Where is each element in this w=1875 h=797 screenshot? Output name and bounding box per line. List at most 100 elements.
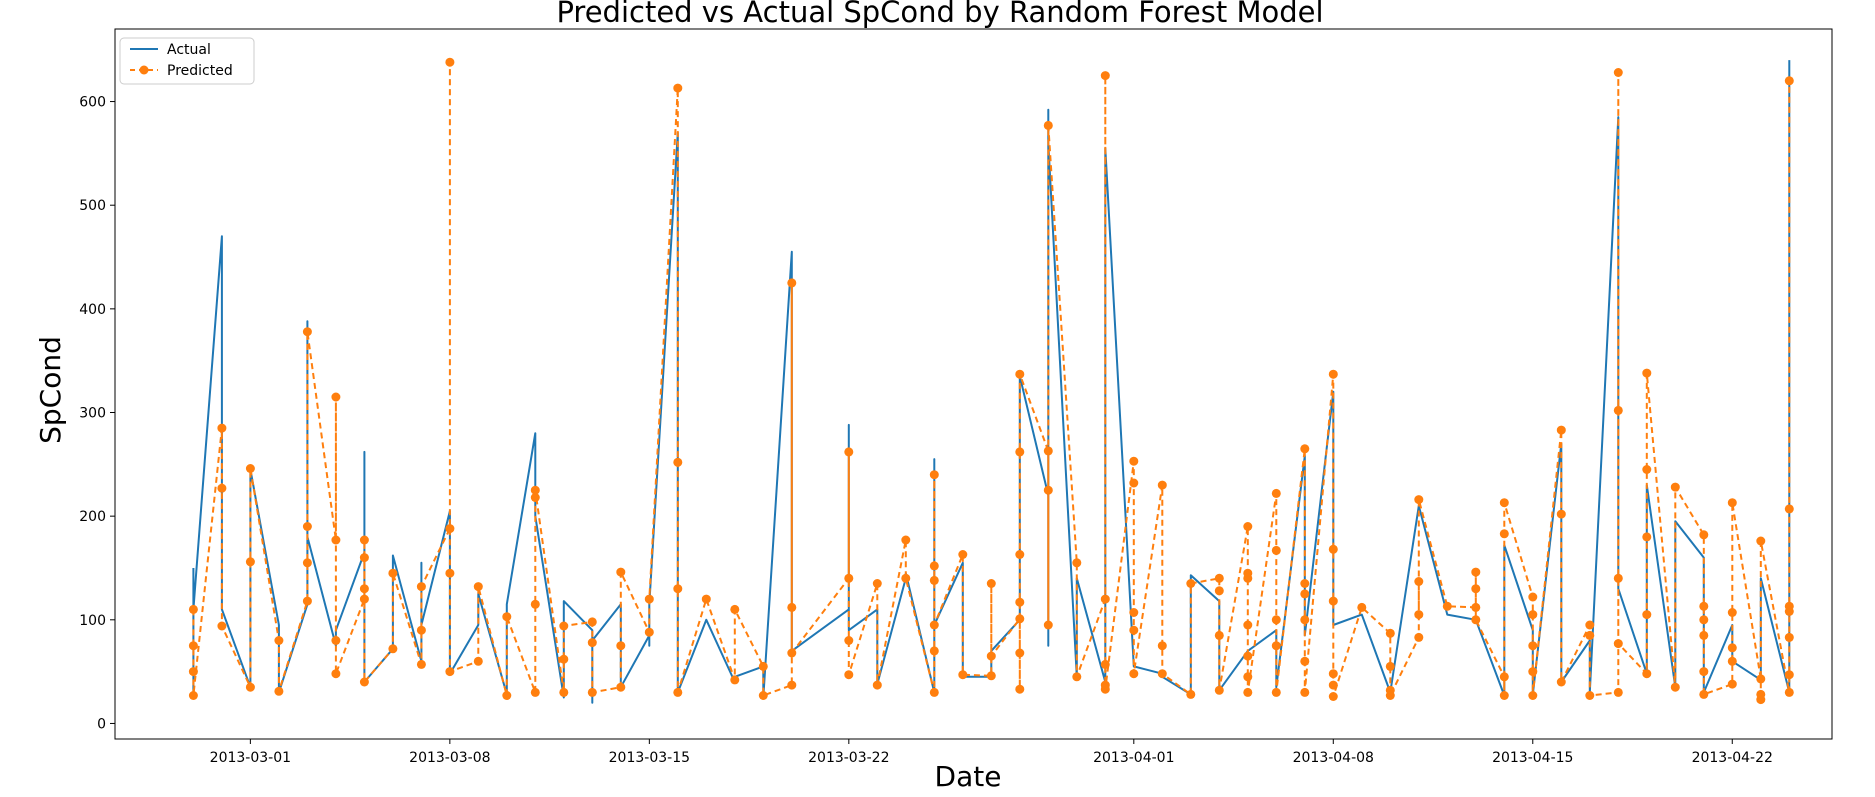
- series-predicted-point-97: [1072, 672, 1082, 682]
- series-predicted-point-2: [188, 667, 198, 677]
- series-predicted-point-60: [758, 661, 768, 671]
- series-predicted-point-109: [1157, 641, 1167, 651]
- series-predicted-point-185: [1699, 630, 1709, 640]
- x-tick-label-2013-04-08: 2013-04-08: [1293, 750, 1374, 766]
- series-predicted-point-110: [1157, 669, 1167, 679]
- series-predicted-point-158: [1499, 498, 1509, 508]
- series-predicted-point-129: [1300, 444, 1310, 454]
- series-predicted-point-131: [1300, 589, 1310, 599]
- series-predicted-point-156: [1499, 691, 1509, 700]
- series-predicted-point-62: [787, 680, 797, 690]
- series-predicted-point-189: [1727, 656, 1737, 666]
- x-tick-label-2013-04-22: 2013-04-22: [1692, 750, 1773, 766]
- series-predicted-point-124: [1271, 488, 1281, 498]
- series-predicted-point-119: [1243, 573, 1253, 583]
- series-predicted-point-52: [644, 594, 654, 604]
- series-predicted-point-174: [1613, 639, 1623, 649]
- series-predicted-point-83: [986, 579, 996, 588]
- series-predicted-point-36: [502, 691, 512, 700]
- series-predicted-point-26: [388, 568, 398, 578]
- series-predicted-point-82: [986, 671, 996, 681]
- x-tick-label-2013-03-15: 2013-03-15: [609, 750, 690, 766]
- series-predicted-point-18: [331, 636, 341, 645]
- series-predicted-point-53: [673, 83, 683, 93]
- series-predicted-point-47: [587, 687, 597, 697]
- series-predicted-point-122: [1243, 672, 1253, 682]
- y-tick-label-500: 500: [79, 198, 106, 214]
- series-predicted-point-75: [929, 646, 939, 656]
- series-predicted-point-15: [302, 327, 312, 337]
- series-predicted-point-4: [217, 423, 227, 433]
- y-tick-label-0: 0: [97, 716, 106, 732]
- series-predicted-point-41: [530, 485, 540, 495]
- series-predicted-point-74: [929, 687, 939, 697]
- series-predicted-point-8: [245, 557, 255, 567]
- series-predicted-point-136: [1328, 544, 1338, 554]
- series-predicted-point-177: [1642, 532, 1652, 542]
- series-predicted-point-182: [1699, 530, 1709, 540]
- series-predicted-point-127: [1271, 641, 1281, 651]
- series-predicted-point-65: [787, 648, 797, 658]
- series-predicted-point-1: [188, 641, 198, 651]
- series-predicted-point-125: [1271, 545, 1281, 555]
- series-predicted-point-165: [1556, 509, 1566, 519]
- series-predicted-point-180: [1670, 682, 1680, 692]
- series-predicted-point-190: [1727, 643, 1737, 653]
- series-predicted-point-191: [1727, 608, 1737, 617]
- series-predicted-point-126: [1271, 615, 1281, 625]
- series-predicted-point-202: [1784, 504, 1794, 514]
- series-predicted-point-172: [1613, 405, 1623, 415]
- series-predicted-point-30: [445, 524, 455, 534]
- series-predicted-point-175: [1642, 669, 1652, 679]
- axes: 0 100 200 300 400 500 600 2013-03-01 2013-03-08 2…: [79, 28, 1833, 766]
- series-predicted-point-187: [1699, 689, 1709, 699]
- plot-frame: [114, 28, 1833, 740]
- series-predicted-point-68: [844, 636, 854, 645]
- series-predicted-point-98: [1100, 594, 1110, 604]
- series-predicted-point-39: [530, 599, 540, 609]
- y-tick-label-300: 300: [79, 406, 106, 422]
- series-predicted-point-102: [1100, 684, 1110, 694]
- series-predicted-point-167: [1585, 620, 1595, 630]
- series-predicted-point-69: [844, 670, 854, 680]
- series-predicted-point-161: [1528, 641, 1538, 651]
- series-predicted-point-183: [1699, 601, 1709, 611]
- series-predicted-point-150: [1442, 601, 1452, 611]
- series-predicted-point-19: [331, 669, 341, 679]
- series-predicted-point-105: [1129, 608, 1139, 617]
- series-predicted-point-25: [388, 644, 398, 654]
- series-predicted-point-64: [787, 278, 797, 288]
- series-predicted-point-141: [1357, 602, 1367, 612]
- series-predicted-point-137: [1328, 596, 1338, 606]
- series-predicted-point-16: [331, 535, 341, 545]
- series-predicted-point-201: [1784, 607, 1794, 616]
- legend-predicted-label: Predicted: [167, 63, 233, 79]
- series-predicted-point-85: [1015, 614, 1025, 624]
- series-predicted-point-106: [1129, 625, 1139, 635]
- series-predicted-point-164: [1556, 425, 1566, 435]
- series-predicted-point-147: [1414, 577, 1424, 586]
- series-predicted-point-71: [872, 680, 882, 690]
- series-predicted-point-49: [616, 641, 626, 651]
- series-predicted-point-123: [1243, 687, 1253, 697]
- series-predicted-point-108: [1157, 480, 1167, 490]
- series-predicted-point-195: [1756, 695, 1766, 705]
- series-predicted-point-56: [673, 687, 683, 697]
- series-predicted-point-38: [530, 687, 540, 697]
- series-predicted-point-13: [302, 558, 312, 568]
- series-predicted-point-77: [929, 561, 939, 571]
- series-predicted-point-35: [473, 582, 483, 592]
- y-tick-label-200: 200: [79, 509, 106, 525]
- series-predicted-point-99: [1100, 71, 1110, 81]
- series-predicted-point-115: [1214, 630, 1224, 640]
- series-predicted-point-134: [1300, 687, 1310, 697]
- series-predicted-point-198: [1784, 670, 1794, 680]
- series-predicted-point-79: [929, 620, 939, 630]
- x-tick-label-2013-03-22: 2013-03-22: [808, 750, 889, 766]
- series-predicted-point-203: [1784, 76, 1794, 86]
- series-predicted-point-9: [245, 464, 255, 473]
- series-predicted-point-70: [872, 579, 882, 588]
- series-predicted-point-142: [1385, 628, 1395, 638]
